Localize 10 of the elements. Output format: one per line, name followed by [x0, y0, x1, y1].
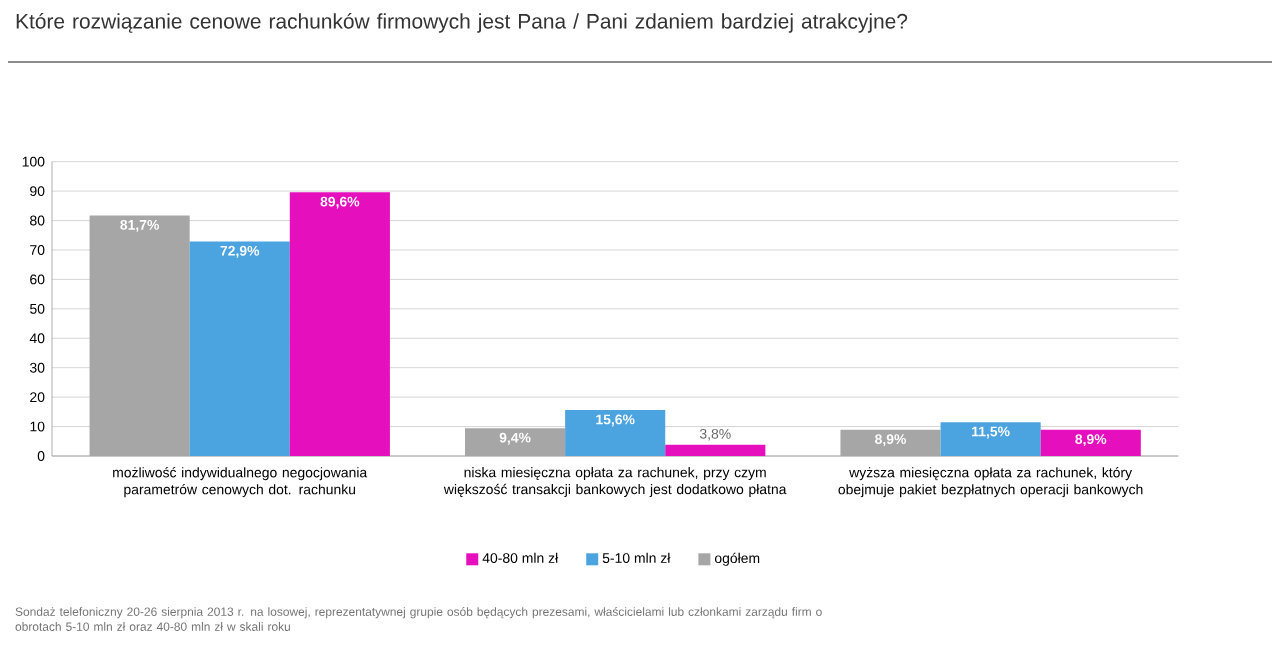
bar [465, 428, 566, 456]
bar [840, 429, 941, 456]
bar [665, 444, 766, 456]
bar [89, 215, 190, 456]
bar [1040, 429, 1141, 456]
chart-title: Które rozwiązanie cenowe rachunków firmowych jest Pana / Pani zdaniem bardziej atrakcyjne? [16, 13, 908, 33]
bar [289, 192, 390, 456]
bar [940, 422, 1041, 456]
bar [565, 410, 666, 456]
bar [189, 241, 290, 456]
